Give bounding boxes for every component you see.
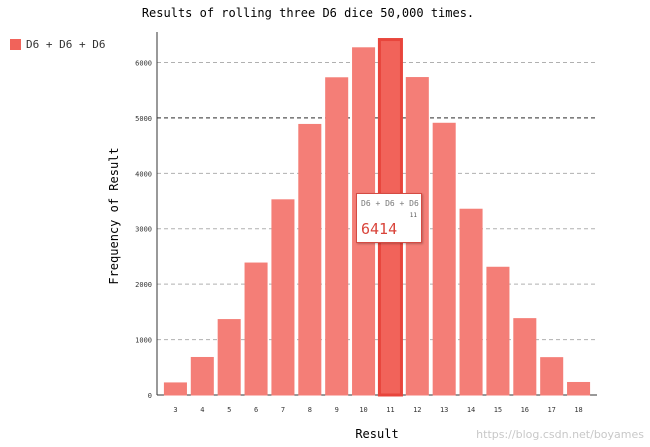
bar-9[interactable] bbox=[325, 77, 349, 396]
bar-14[interactable] bbox=[459, 208, 483, 396]
tooltip: D6 + D6 + D6 11 6414 bbox=[356, 193, 422, 243]
x-tick-label: 3 bbox=[173, 406, 177, 414]
bar-8[interactable] bbox=[298, 123, 322, 396]
legend-label: D6 + D6 + D6 bbox=[26, 38, 106, 51]
bar-6[interactable] bbox=[244, 262, 268, 396]
bar-7[interactable] bbox=[271, 199, 295, 396]
bar-17[interactable] bbox=[540, 357, 564, 396]
y-tick-label: 0 bbox=[148, 392, 152, 400]
x-tick-label: 13 bbox=[440, 406, 448, 414]
x-tick-label: 5 bbox=[227, 406, 231, 414]
x-tick-label: 10 bbox=[359, 406, 367, 414]
x-tick-label: 16 bbox=[521, 406, 529, 414]
bar-13[interactable] bbox=[432, 122, 456, 396]
bar-15[interactable] bbox=[486, 266, 510, 396]
tooltip-value: 6414 bbox=[361, 220, 398, 238]
x-tick-label: 11 bbox=[386, 406, 394, 414]
watermark: https://blog.csdn.net/boyames bbox=[476, 428, 644, 441]
tooltip-series: D6 + D6 + D6 bbox=[361, 199, 419, 208]
legend-swatch bbox=[10, 39, 21, 50]
y-tick-label: 6000 bbox=[135, 59, 152, 67]
x-tick-label: 4 bbox=[200, 406, 204, 414]
x-tick-label: 15 bbox=[494, 406, 502, 414]
y-axis-label: Frequency of Result bbox=[107, 147, 121, 285]
y-tick-label: 3000 bbox=[135, 226, 152, 234]
y-tick-label: 5000 bbox=[135, 115, 152, 123]
bar-5[interactable] bbox=[217, 319, 241, 396]
x-tick-label: 6 bbox=[254, 406, 258, 414]
chart-title: Results of rolling three D6 dice 50,000 … bbox=[141, 6, 475, 20]
bar-3[interactable] bbox=[163, 382, 187, 396]
bar-16[interactable] bbox=[513, 318, 537, 396]
x-tick-label: 12 bbox=[413, 406, 421, 414]
x-tick-label: 7 bbox=[281, 406, 285, 414]
y-tick-label: 1000 bbox=[135, 337, 152, 345]
y-tick-label: 4000 bbox=[135, 170, 152, 178]
bar-18[interactable] bbox=[567, 381, 591, 396]
x-axis-label: Result bbox=[355, 427, 399, 441]
x-tick-label: 17 bbox=[547, 406, 555, 414]
x-tick-label: 18 bbox=[574, 406, 582, 414]
y-tick-label: 2000 bbox=[135, 281, 152, 289]
x-tick-label: 8 bbox=[308, 406, 312, 414]
x-tick-label: 9 bbox=[335, 406, 339, 414]
bar-4[interactable] bbox=[190, 356, 214, 396]
x-tick-label: 14 bbox=[467, 406, 475, 414]
tooltip-x-value: 11 bbox=[409, 212, 417, 219]
legend[interactable]: D6 + D6 + D6 bbox=[10, 38, 105, 51]
